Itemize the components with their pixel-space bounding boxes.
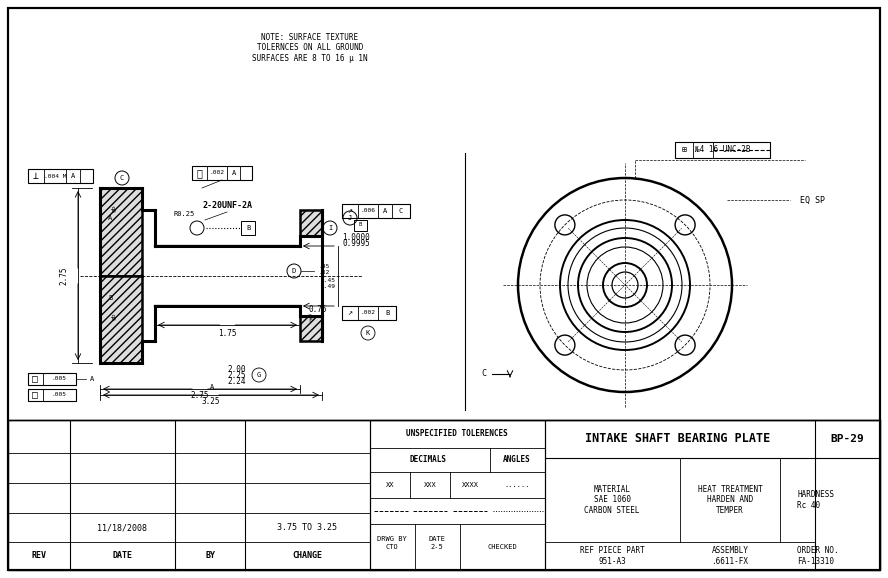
Text: 3.25: 3.25 (202, 398, 220, 406)
Text: 1.75: 1.75 (218, 328, 237, 338)
Text: .32: .32 (319, 269, 329, 275)
Text: .45: .45 (319, 264, 329, 269)
Text: A: A (107, 215, 112, 221)
Text: 2.00: 2.00 (227, 365, 246, 373)
Text: ......: ...... (504, 482, 530, 488)
Text: B: B (107, 295, 112, 301)
Text: A: A (232, 170, 236, 176)
Polygon shape (100, 188, 322, 276)
Text: CTO: CTO (385, 544, 399, 550)
Text: 2.24: 2.24 (227, 376, 246, 386)
Text: 2-5: 2-5 (431, 544, 443, 550)
Text: DATE: DATE (429, 536, 446, 542)
Text: №4 16 UNC-2B: №4 16 UNC-2B (695, 146, 750, 154)
Text: 2.25: 2.25 (227, 370, 246, 380)
Text: HARDNESS
Rc 40: HARDNESS Rc 40 (797, 490, 834, 510)
Text: 3.75 TO 3.25: 3.75 TO 3.25 (277, 524, 337, 532)
Text: .005: .005 (52, 392, 67, 398)
Text: XXX: XXX (424, 482, 436, 488)
Text: .005: .005 (52, 376, 67, 381)
Text: INTAKE SHAFT BEARING PLATE: INTAKE SHAFT BEARING PLATE (585, 432, 771, 446)
Text: B: B (359, 223, 361, 228)
Text: 2.75: 2.75 (191, 391, 210, 401)
Text: 0.75: 0.75 (309, 305, 328, 313)
Text: D: D (292, 268, 296, 274)
Text: DATE: DATE (112, 551, 132, 561)
Polygon shape (100, 276, 322, 363)
Text: ↗: ↗ (347, 309, 353, 317)
Text: C: C (481, 369, 486, 379)
Text: □: □ (32, 390, 38, 400)
Text: HEAT TREATMENT
HARDEN AND
TEMPER: HEAT TREATMENT HARDEN AND TEMPER (698, 485, 763, 515)
Text: A: A (210, 384, 214, 390)
Text: XX: XX (385, 482, 394, 488)
Text: F: F (308, 318, 312, 324)
Text: DECIMALS: DECIMALS (409, 455, 447, 465)
Bar (675, 142, 770, 158)
Text: 1.45: 1.45 (321, 277, 336, 283)
Text: 0.9995: 0.9995 (342, 239, 369, 249)
Text: CHANGE: CHANGE (292, 551, 322, 561)
Text: G: G (257, 372, 261, 378)
Text: .002: .002 (361, 310, 376, 316)
Text: EQ SP: EQ SP (800, 195, 825, 205)
Text: ↗: ↗ (347, 206, 353, 216)
Text: □: □ (32, 374, 38, 384)
Bar (8, 420, 880, 570)
Bar (354, 220, 367, 231)
Text: I: I (328, 225, 332, 231)
Bar (370, 420, 545, 570)
Text: ⊥: ⊥ (33, 171, 39, 181)
Text: 11/18/2008: 11/18/2008 (97, 524, 147, 532)
Bar (241, 221, 255, 235)
Text: 2-20UNF-2A: 2-20UNF-2A (202, 202, 252, 210)
Text: .004 M: .004 M (44, 173, 67, 179)
Text: ASSEMBLY
.6611-FX: ASSEMBLY .6611-FX (711, 546, 749, 566)
Bar (545, 420, 880, 570)
Bar (342, 204, 410, 218)
Text: 1.49: 1.49 (321, 283, 336, 288)
Text: BY: BY (205, 551, 215, 561)
Text: A: A (383, 208, 387, 214)
Text: A: A (71, 173, 75, 179)
Text: .002: .002 (210, 171, 225, 176)
Text: B: B (385, 310, 389, 316)
Bar (28, 169, 93, 183)
Text: gb: gb (112, 312, 116, 320)
Text: DRWG BY: DRWG BY (377, 536, 407, 542)
Bar (342, 306, 396, 320)
Text: UNSPECIFIED TOLERENCES: UNSPECIFIED TOLERENCES (406, 429, 508, 439)
Text: ∥: ∥ (196, 168, 202, 178)
Text: 2.75: 2.75 (59, 267, 68, 286)
Text: J: J (348, 215, 353, 221)
Bar (28, 373, 76, 385)
Text: REV: REV (31, 551, 46, 561)
Text: BP-29: BP-29 (830, 434, 864, 444)
Text: A: A (90, 376, 94, 382)
Text: gb: gb (112, 204, 116, 212)
Text: ORDER NO.
FA-13310: ORDER NO. FA-13310 (797, 546, 838, 566)
Text: ⊞: ⊞ (681, 146, 686, 154)
Text: .006: .006 (361, 209, 376, 213)
Bar (28, 389, 76, 401)
Text: ANGLES: ANGLES (503, 455, 531, 465)
Text: R0.25: R0.25 (173, 211, 194, 217)
Text: XXXX: XXXX (462, 482, 479, 488)
Text: NOTE: SURFACE TEXTURE
TOLERNCES ON ALL GROUND
SURFACES ARE 8 TO 16 μ 1N: NOTE: SURFACE TEXTURE TOLERNCES ON ALL G… (252, 33, 368, 63)
Text: MATERIAL
SAE 1060
CARBON STEEL: MATERIAL SAE 1060 CARBON STEEL (584, 485, 639, 515)
Text: CHECKED: CHECKED (488, 544, 517, 550)
Bar (192, 166, 252, 180)
Text: B: B (246, 225, 250, 231)
Text: 1.0000: 1.0000 (342, 232, 369, 242)
Text: REF PIECE PART
951-A3: REF PIECE PART 951-A3 (580, 546, 645, 566)
Text: K: K (366, 330, 370, 336)
Text: C: C (120, 175, 124, 181)
Text: C: C (399, 208, 403, 214)
